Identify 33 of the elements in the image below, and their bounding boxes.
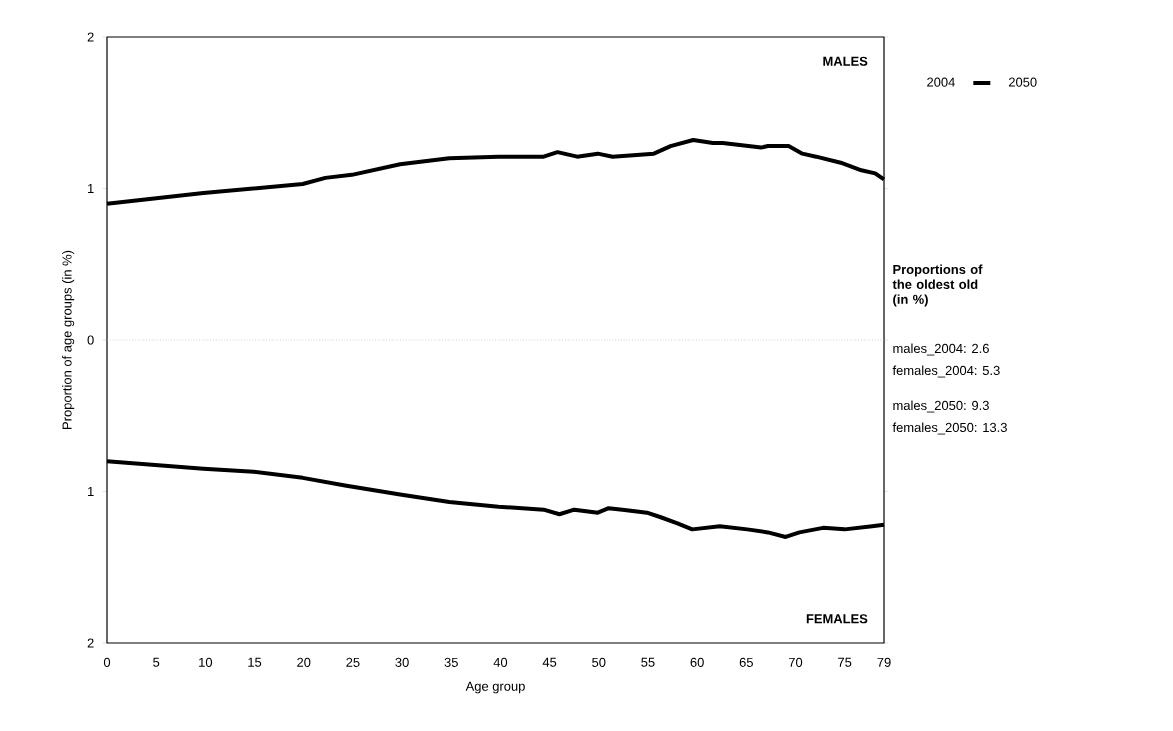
x-tick-label: 65	[739, 657, 753, 667]
text: 2004	[927, 77, 955, 87]
text: males_2050: 9.3	[893, 400, 989, 413]
x-tick-label: 50	[592, 657, 606, 667]
x-tick-label: 75	[838, 657, 852, 667]
x-tick-label: 55	[641, 657, 655, 667]
x-tick-label: 10	[199, 657, 213, 667]
x-tick-label: 5	[153, 657, 160, 667]
x-tick-label: 60	[690, 657, 704, 667]
x-tick-label: 35	[444, 657, 458, 667]
y-tick-label: 2	[87, 32, 94, 42]
x-tick-label: 70	[788, 657, 803, 667]
legend-label: 2050	[1008, 77, 1037, 87]
y-tick-label: 1	[88, 184, 94, 193]
x-tick-label: 25	[346, 657, 360, 667]
annotation: MALES	[823, 56, 868, 66]
y-axis-title: Proportion of age groups (in %)	[62, 250, 75, 429]
x-tick-label: 40	[493, 657, 508, 667]
x-tick-label: 30	[395, 657, 409, 667]
text: females_2004: 5.3	[892, 365, 1000, 378]
text: males_2004: 2.6	[893, 343, 989, 356]
text: Proportions of the oldest old (in %)	[892, 264, 983, 307]
x-tick-label: 20	[297, 657, 311, 667]
y-tick-label: 1	[88, 487, 94, 496]
x-tick-label: 0	[103, 657, 111, 667]
text: females_2050: 13.3	[892, 422, 1007, 435]
x-tick-label: 45	[542, 657, 557, 667]
x-tick-label: 79	[877, 657, 891, 667]
x-tick-label: 15	[248, 657, 262, 667]
y-tick-label: 0	[87, 335, 94, 345]
annotation: FEMALES	[806, 614, 868, 624]
y-tick-label: 2	[87, 638, 94, 648]
x-axis-title: Age group	[465, 681, 525, 694]
